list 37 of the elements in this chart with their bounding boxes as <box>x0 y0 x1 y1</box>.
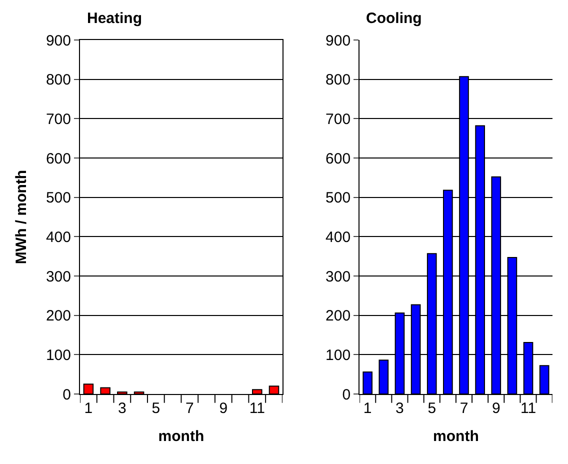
y-tick-label: 200 <box>326 308 351 325</box>
x-tick-label: 1 <box>84 400 93 417</box>
x-axis-title: month <box>433 428 479 445</box>
y-tick-label: 700 <box>46 110 71 128</box>
x-tick-label: 7 <box>185 400 194 417</box>
x-tick-label: 3 <box>118 400 126 417</box>
y-tick-label: 900 <box>46 32 71 50</box>
y-tick-label: 600 <box>326 150 351 168</box>
x-tick-label: 5 <box>428 400 436 417</box>
y-tick-label: 300 <box>326 268 351 286</box>
x-axis-title: month <box>158 428 204 445</box>
chart-title: Heating <box>87 10 142 27</box>
y-tick-label: 900 <box>326 32 351 50</box>
y-axis-title: MWh / month <box>13 170 30 264</box>
y-tick-label: 0 <box>62 386 71 404</box>
y-tick-label: 200 <box>46 308 71 325</box>
y-tick-label: 300 <box>46 268 71 286</box>
y-tick-label: 800 <box>46 72 71 89</box>
x-tick-label: 1 <box>363 400 372 417</box>
y-tick-label: 500 <box>326 190 351 207</box>
y-tick-label: 600 <box>46 150 71 168</box>
y-tick-label: 100 <box>46 346 71 364</box>
y-tick-label: 400 <box>46 228 71 246</box>
y-tick-label: 100 <box>326 346 351 364</box>
y-tick-label: 500 <box>46 190 71 207</box>
x-tick-label: 9 <box>492 400 500 417</box>
y-tick-label: 800 <box>326 72 351 89</box>
x-tick-label: 11 <box>520 400 536 417</box>
x-tick-label: 5 <box>152 400 160 417</box>
x-tick-label: 11 <box>249 400 265 417</box>
x-tick-label: 3 <box>396 400 404 417</box>
y-tick-label: 400 <box>326 228 351 246</box>
x-tick-label: 9 <box>219 400 228 417</box>
chart-title: Cooling <box>366 10 422 27</box>
y-tick-label: 0 <box>342 386 351 404</box>
y-tick-label: 700 <box>326 110 351 128</box>
x-tick-label: 7 <box>460 400 468 417</box>
